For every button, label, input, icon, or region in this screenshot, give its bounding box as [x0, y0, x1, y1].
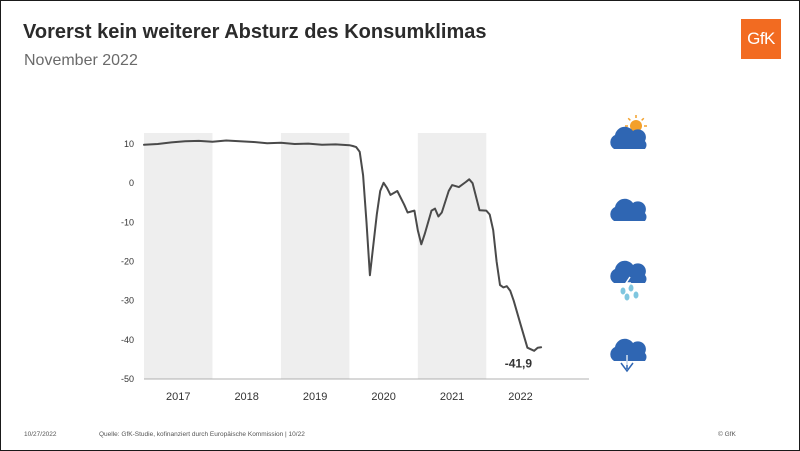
rain-cloud-icon: [610, 260, 647, 283]
cloud-icon: [610, 198, 647, 221]
year-band-2021: [417, 133, 487, 379]
rain-drop: [624, 293, 630, 301]
x-tick-label: 2019: [303, 391, 327, 403]
sun-cloud-cloud-shape: [610, 126, 647, 149]
x-tick-label: 2021: [440, 391, 464, 403]
footer-copyright: © GfK: [718, 431, 736, 438]
series-line: [143, 139, 543, 352]
chart-title: Vorerst kein weiterer Absturz des Konsum…: [23, 21, 487, 43]
gfk-logo: GfK: [741, 19, 781, 59]
rain-drop: [628, 284, 634, 292]
y-tick-label: -10: [121, 217, 134, 227]
x-tick-label: 2017: [166, 391, 190, 403]
x-tick-label: 2018: [234, 391, 258, 403]
y-tick-label: -20: [121, 257, 134, 267]
last-value-label: -41,9: [505, 356, 533, 370]
year-band-2019: [280, 133, 350, 379]
footer-date: 10/27/2022: [24, 431, 57, 438]
storm-cloud-icon: [610, 338, 647, 361]
chart-subtitle: November 2022: [24, 52, 138, 69]
year-band-2017: [144, 133, 213, 379]
y-tick-label: 0: [129, 178, 134, 188]
lightning-bolt: [624, 276, 632, 290]
x-tick-label: 2020: [371, 391, 395, 403]
y-tick-label: -50: [121, 374, 134, 384]
rain-drop: [633, 291, 639, 299]
y-tick-label: 10: [124, 139, 134, 149]
x-tick-label: 2022: [508, 391, 532, 403]
y-tick-label: -30: [121, 296, 134, 306]
footer-source: Quelle: GfK-Studie, kofinanziert durch E…: [99, 431, 305, 438]
y-tick-label: -40: [121, 335, 134, 345]
rain-drop: [620, 287, 626, 295]
